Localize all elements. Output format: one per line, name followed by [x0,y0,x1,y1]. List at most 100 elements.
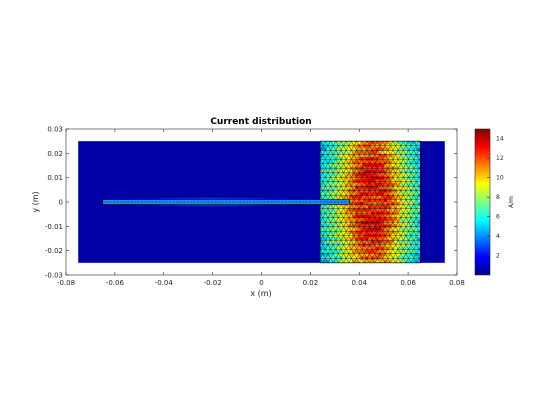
patch-cell [358,176,362,180]
patch-cell [377,150,382,155]
patch-cell [419,173,421,177]
patch-cell [390,221,394,225]
patch-cell [393,198,398,203]
patch-cell [416,214,420,219]
patch-cell [329,253,334,257]
colorbar: 2 4 6 8 10 12 14 A/m [474,128,515,276]
patch-cell [406,243,410,247]
colorbar-tick-label: 6 [496,214,500,221]
patch-cell [412,166,417,171]
patch-cell [374,259,378,263]
patch-cell [329,157,334,161]
patch-cell [329,259,334,263]
patch-cell [406,208,410,212]
patch-cell [320,227,324,231]
patch-cell [387,198,391,203]
patch-cell [384,249,388,254]
patch-cell [387,246,391,251]
patch-cell [348,198,353,203]
patch-cell [396,153,401,158]
patch-cell [384,185,388,190]
patch-cell [345,176,350,180]
patch-cell [352,195,356,199]
x-tick-label: -0.06 [106,279,125,287]
patch-cell [396,259,401,263]
patch-cell [380,214,385,219]
patch-cell [393,166,398,171]
feedline [102,199,350,205]
patch-cell [332,157,337,161]
patch-cell [361,141,366,145]
patch-cell [400,246,404,251]
patch-cell [400,237,404,241]
patch-cell [320,224,324,228]
patch-cell [326,230,330,235]
patch-cell [393,185,398,190]
patch-cell [358,253,362,257]
patch-cell [400,169,404,174]
patch-cell [403,141,407,145]
patch-cell [374,253,378,257]
patch-cell [393,147,398,151]
patch-cell [339,227,343,231]
patch-cell [355,253,359,257]
patch-cell [377,160,382,164]
patch-cell [348,201,353,206]
patch-cell [342,243,346,247]
patch-cell [332,160,337,164]
patch-cell [387,179,391,183]
patch-cell [326,195,330,199]
patch-cell [419,246,421,251]
patch-cell [342,179,346,183]
patch-cell [419,153,421,158]
patch-cell [361,230,366,235]
patch-cell [396,217,401,222]
patch-cell [332,208,337,212]
patch-cell [352,224,356,228]
patch-cell [352,249,356,254]
patch-cell [412,173,417,177]
patch-cell [380,205,385,209]
patch-cell [348,253,353,257]
patch-cell [387,157,391,161]
patch-cell [345,185,350,190]
patch-cell [368,185,372,190]
patch-cell [329,208,334,212]
patch-cell [380,182,385,187]
patch-cell [326,246,330,251]
patch-cell [342,205,346,209]
patch-cell [358,153,362,158]
patch-cell [361,227,366,231]
patch-cell [403,195,407,199]
patch-cell [336,150,340,155]
patch-cell [380,249,385,254]
patch-cell [393,173,398,177]
patch-cell [368,160,372,164]
patch-cell [419,176,421,180]
patch-cell [371,163,375,167]
patch-cell [326,192,330,196]
patch-cell [374,214,378,219]
patch-cell [364,198,369,203]
patch-cell [336,205,340,209]
patch-cell [348,160,353,164]
patch-cell [329,166,334,171]
patch-cell [406,195,410,199]
patch-cell [358,166,362,171]
patch-cell [412,259,417,263]
patch-cell [406,205,410,209]
colorbar-unit-label: A/m [508,196,515,208]
patch-cell [355,224,359,228]
patch-cell [387,144,391,148]
patch-cell [374,163,378,167]
patch-cell [336,157,340,161]
patch-cell [396,195,401,199]
patch-cell [361,243,366,247]
patch-cell [416,205,420,209]
patch-cell [403,179,407,183]
patch-cell [345,237,350,241]
patch-cell [393,253,398,257]
patch-cell [368,166,372,171]
patch-cell [336,227,340,231]
patch-cell [380,185,385,190]
